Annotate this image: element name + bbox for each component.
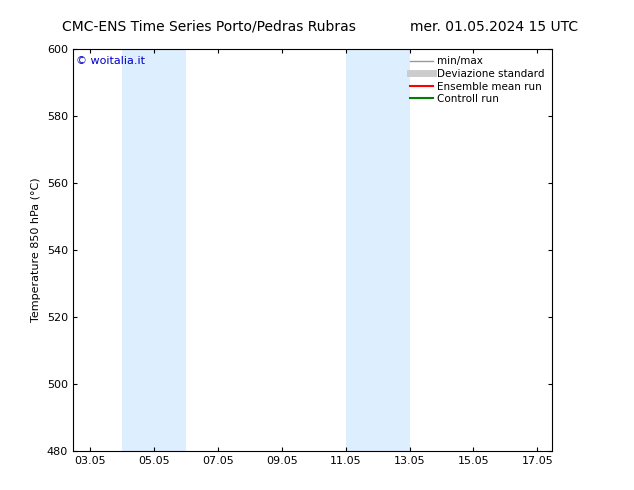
Text: mer. 01.05.2024 15 UTC: mer. 01.05.2024 15 UTC: [410, 20, 579, 34]
Text: CMC-ENS Time Series Porto/Pedras Rubras: CMC-ENS Time Series Porto/Pedras Rubras: [62, 20, 356, 34]
Bar: [346, 49, 378, 451]
Bar: [122, 49, 154, 451]
Bar: [378, 49, 410, 451]
Text: © woitalia.it: © woitalia.it: [76, 56, 145, 66]
Bar: [154, 49, 186, 451]
Y-axis label: Temperature 850 hPa (°C): Temperature 850 hPa (°C): [31, 177, 41, 322]
Legend: min/max, Deviazione standard, Ensemble mean run, Controll run: min/max, Deviazione standard, Ensemble m…: [408, 54, 547, 106]
